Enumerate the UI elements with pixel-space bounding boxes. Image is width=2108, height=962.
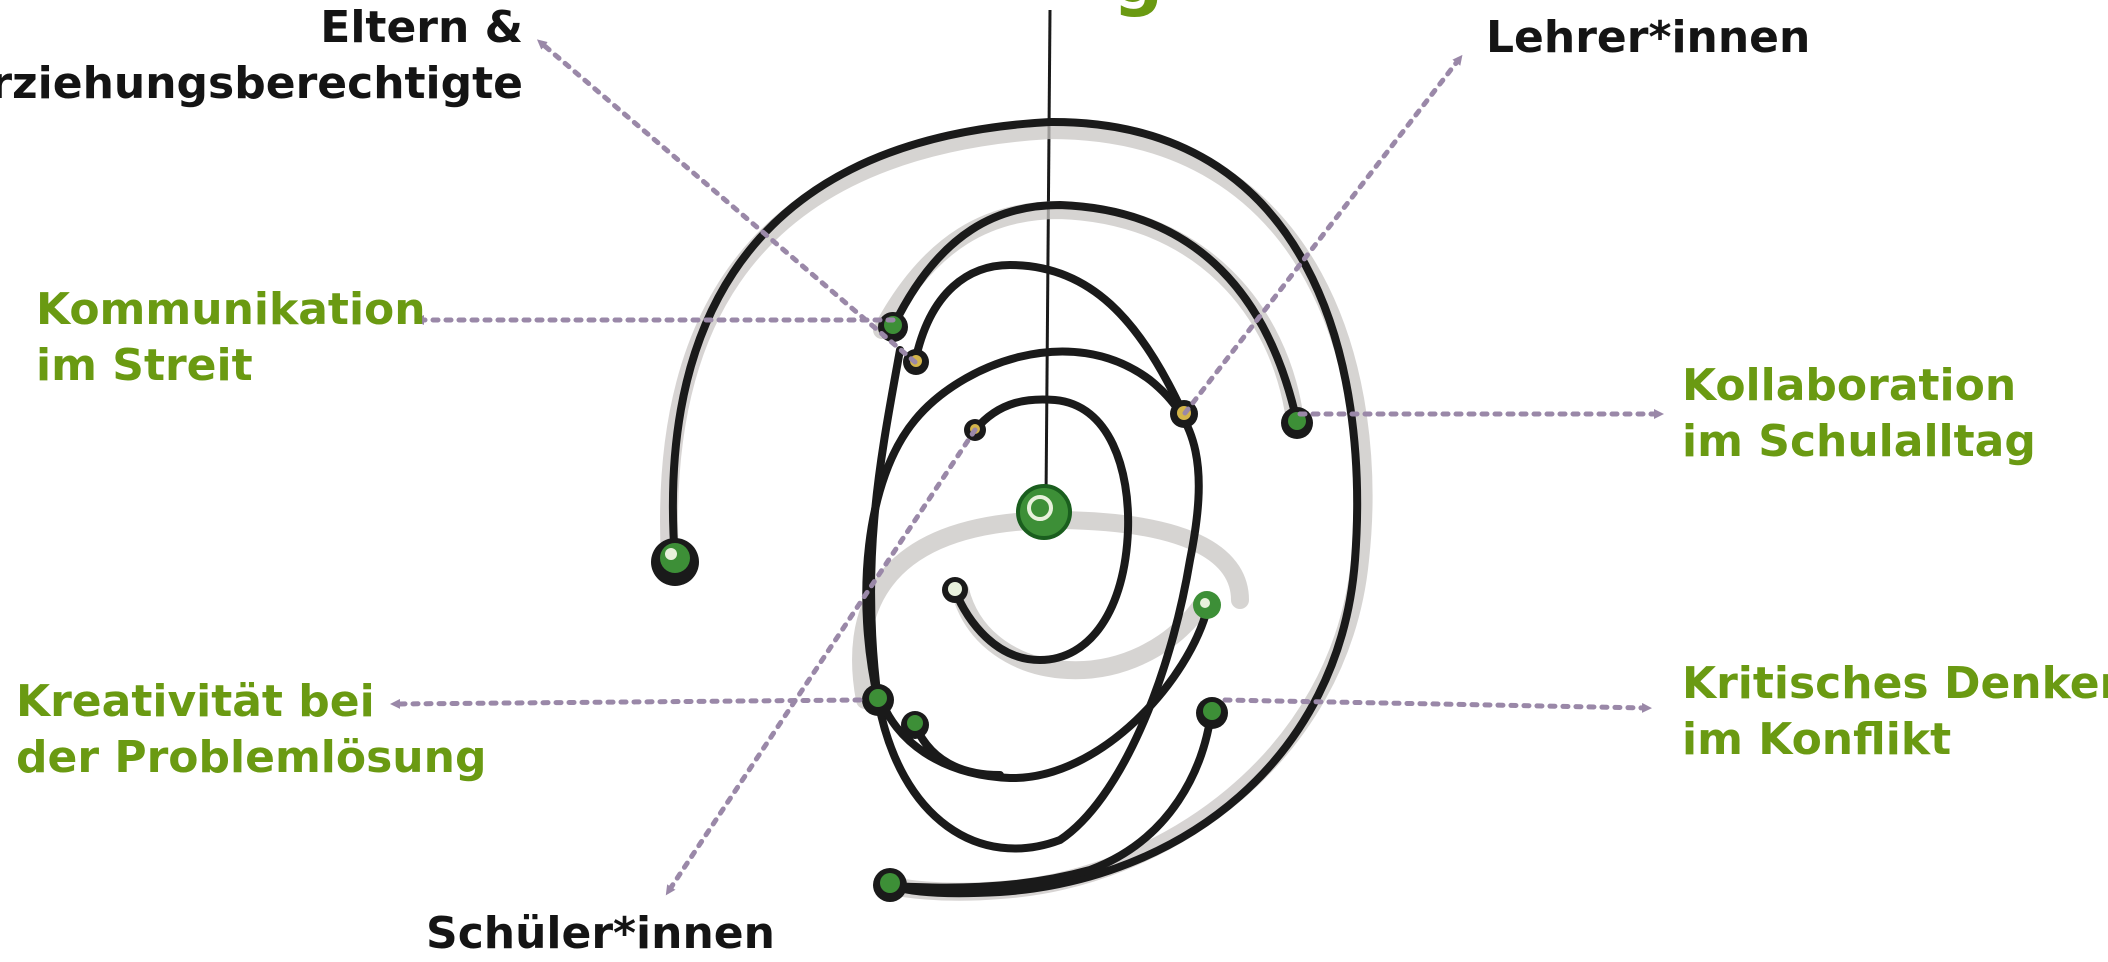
second-strand-lower bbox=[911, 261, 1187, 417]
node-bead-icon bbox=[901, 711, 929, 739]
label-teachers-text: Lehrer*innen bbox=[1486, 12, 1811, 63]
arrow-creativity bbox=[390, 697, 863, 709]
title-fragment: g bbox=[1113, 0, 1163, 19]
label-collaboration-line1: Kollaboration bbox=[1682, 360, 2017, 411]
label-parents: Eltern & Erziehungsberechtigte bbox=[0, 0, 523, 112]
node-bead-icon bbox=[942, 577, 968, 603]
label-communication-line2: im Streit bbox=[36, 340, 253, 391]
label-parents-line1: Eltern & bbox=[320, 2, 523, 53]
arrow-parents bbox=[536, 39, 918, 365]
label-critical-thinking-line2: im Konflikt bbox=[1682, 714, 1952, 765]
arrow-students bbox=[665, 427, 978, 896]
hanging-string-icon bbox=[1044, 9, 1052, 501]
label-creativity-line1: Kreativität bei bbox=[16, 676, 375, 727]
dotted-arrows bbox=[390, 39, 1664, 896]
node-bead-icon bbox=[1196, 697, 1228, 729]
lower-loop bbox=[862, 347, 1203, 853]
label-communication-line1: Kommunikation bbox=[36, 284, 426, 335]
inner-strand bbox=[951, 395, 1133, 664]
arrow-critical-thinking bbox=[1222, 697, 1652, 713]
outer-strand bbox=[669, 117, 1362, 898]
label-students-text: Schüler*innen bbox=[426, 908, 775, 959]
label-teachers: Lehrer*innen bbox=[1486, 10, 1810, 66]
node-bead-icon bbox=[1281, 407, 1313, 439]
node-bead-icon bbox=[651, 538, 699, 586]
arrow-teachers bbox=[1182, 54, 1463, 416]
middle-strand bbox=[876, 602, 1212, 783]
center-node-icon bbox=[1016, 484, 1072, 540]
label-critical-thinking: Kritisches Denken im Konflikt bbox=[1682, 656, 2108, 768]
label-critical-thinking-line1: Kritisches Denken bbox=[1682, 658, 2108, 709]
label-creativity: Kreativität bei der Problemlösung bbox=[16, 674, 486, 786]
connector-arc bbox=[866, 346, 904, 704]
bottom-arc-left bbox=[911, 721, 1004, 779]
node-bead-icon bbox=[873, 868, 907, 902]
label-parents-line2: Erziehungsberechtigte bbox=[0, 58, 523, 109]
bottom-arc-right bbox=[886, 702, 1216, 892]
node-bead-icon bbox=[862, 684, 894, 716]
label-creativity-line2: der Problemlösung bbox=[16, 732, 487, 783]
node-bead-icon bbox=[1193, 591, 1221, 619]
label-collaboration: Kollaboration im Schulalltag bbox=[1682, 358, 2036, 470]
label-students: Schüler*innen bbox=[426, 906, 775, 962]
second-strand bbox=[889, 201, 1301, 426]
label-communication: Kommunikation im Streit bbox=[36, 282, 426, 394]
label-collaboration-line2: im Schulalltag bbox=[1682, 416, 2036, 467]
